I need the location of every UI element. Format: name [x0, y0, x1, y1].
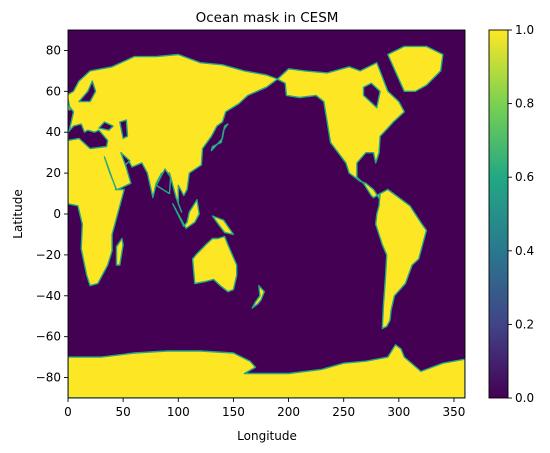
- y-tick-label: 40: [46, 125, 61, 139]
- colorbar-gradient: [489, 30, 508, 398]
- land-region-new-guinea: [211, 215, 235, 236]
- water-region-mediterranean: [68, 123, 109, 150]
- colorbar-tick-label: 1.0: [515, 23, 534, 37]
- x-tick-label: 300: [387, 405, 410, 419]
- colorbar-tick-label: 0.0: [515, 391, 534, 405]
- water-region-red-sea: [103, 156, 118, 191]
- y-tick-label: −80: [36, 371, 61, 385]
- y-tick-label: 20: [46, 166, 61, 180]
- x-axis-label: Longitude: [237, 429, 297, 443]
- x-tick-label: 50: [115, 405, 130, 419]
- y-tick-label: 0: [53, 207, 61, 221]
- y-axis-label: Latitude: [11, 189, 25, 238]
- land-region-madagascar: [115, 237, 124, 266]
- x-tick-label: 100: [167, 405, 190, 419]
- x-tick-label: 0: [64, 405, 72, 419]
- water-region-bay-of-bengal: [155, 168, 172, 195]
- y-tick-label: 80: [46, 43, 61, 57]
- land-region-borneo-sumatra: [172, 198, 200, 230]
- colorbar-tick-label: 0.8: [515, 97, 534, 111]
- chart-title: Ocean mask in CESM: [196, 10, 339, 26]
- colorbar-tick-label: 0.6: [515, 170, 534, 184]
- land-region-antarctica: [68, 344, 465, 398]
- land-region-americas-south: [375, 188, 428, 330]
- x-tick-label: 200: [277, 405, 300, 419]
- land-region-uk: [68, 98, 71, 111]
- y-tick-label: −60: [36, 330, 61, 344]
- land-region-japan: [210, 123, 229, 152]
- plot-area: [68, 30, 465, 398]
- y-axis: −80 −60 −40 −20 0 20 40 60 80: [36, 43, 68, 385]
- y-tick-label: 60: [46, 84, 61, 98]
- x-tick-label: 150: [222, 405, 245, 419]
- x-tick-label: 350: [443, 405, 466, 419]
- water-region-persian-gulf: [120, 151, 131, 166]
- water-region-caspian: [119, 119, 129, 140]
- land-region-australia: [191, 235, 238, 293]
- y-tick-label: −20: [36, 248, 61, 262]
- water-region-black-sea: [98, 121, 114, 131]
- colorbar-tick-label: 0.2: [515, 317, 534, 331]
- colorbar-ticks: 0.0 0.2 0.4 0.6 0.8 1.0: [508, 23, 534, 405]
- water-region-hudson-bay: [362, 82, 381, 109]
- colorbar-frame: [488, 29, 509, 399]
- inland-water-layer: [68, 80, 381, 195]
- colorbar: 0.0 0.2 0.4 0.6 0.8 1.0: [488, 23, 534, 405]
- land-region-new-zealand: [251, 284, 265, 309]
- land-region-greenland: [387, 45, 444, 93]
- water-region-baltic: [78, 80, 97, 103]
- land-region-eurasia-africa: [68, 53, 279, 287]
- x-tick-label: 250: [332, 405, 355, 419]
- y-tick-label: −40: [36, 289, 61, 303]
- colorbar-tick-label: 0.4: [515, 244, 534, 258]
- x-axis: 0 50 100 150 200 250 300 350: [64, 398, 465, 419]
